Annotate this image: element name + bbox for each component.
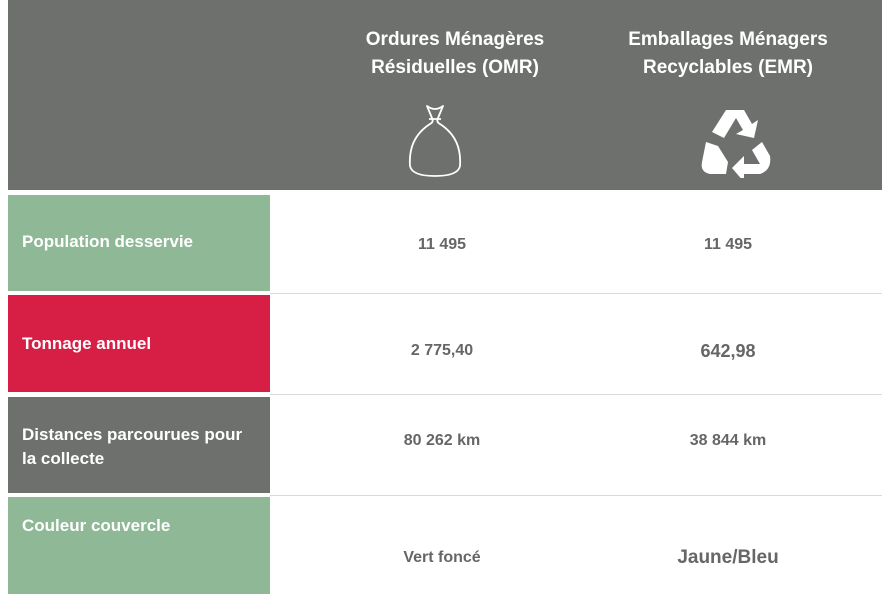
row-label: Population desservie	[22, 232, 193, 251]
row-separator	[270, 495, 882, 496]
bag-icon	[408, 105, 462, 177]
row-label: Tonnage annuel	[22, 334, 152, 353]
cell-value: Jaune/Bleu	[677, 547, 779, 568]
cell-value: 11 495	[417, 236, 467, 253]
row-label: Distances parcourues pour la collecte	[22, 425, 243, 468]
column-header: Ordures Ménagères Résiduelles (OMR)	[325, 26, 585, 82]
row-separator	[270, 394, 882, 395]
column-header: Emballages Ménagers Recyclables (EMR)	[598, 26, 858, 82]
recycle-icon	[701, 110, 771, 178]
row-separator	[270, 293, 882, 294]
cell-value: 38 844 km	[689, 432, 767, 449]
header-row	[8, 0, 882, 190]
row-label-cell	[8, 397, 270, 493]
cell-value: 2 775,40	[410, 342, 474, 359]
row-label-cell	[8, 295, 270, 392]
header-line: Recyclables (EMR)	[642, 57, 813, 78]
cell-value: 642,98	[700, 341, 756, 361]
header-line: Résiduelles (OMR)	[371, 57, 539, 78]
header-line: Ordures Ménagères	[365, 29, 545, 50]
cell-value: Vert foncé	[403, 549, 481, 566]
cell-value: 11 495	[703, 236, 753, 253]
cell-value: 80 262 km	[403, 432, 481, 449]
header-line: Emballages Ménagers	[628, 29, 828, 50]
row-label: Couleur couvercle	[22, 516, 171, 535]
row-label-cell	[8, 497, 270, 594]
row-label-cell	[8, 195, 270, 291]
